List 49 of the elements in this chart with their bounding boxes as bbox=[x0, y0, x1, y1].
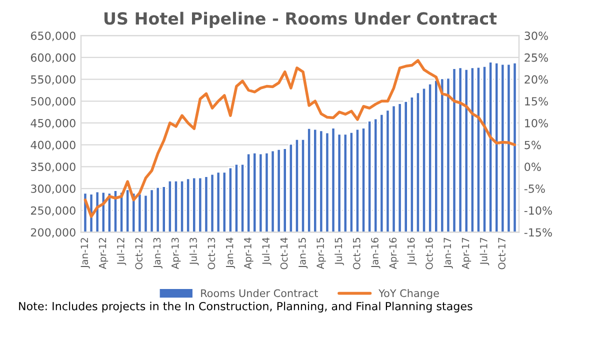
x-tick-label: Jan-14 bbox=[226, 238, 236, 268]
y2-tick-label: 25% bbox=[524, 53, 548, 62]
x-tick-label: Oct-17 bbox=[498, 238, 506, 270]
y2-tick-label: -15% bbox=[524, 228, 552, 237]
x-tick-label: Oct-12 bbox=[135, 238, 143, 270]
x-tick-label: Jul-13 bbox=[189, 238, 199, 266]
x-tick-label: Jan-15 bbox=[298, 238, 308, 268]
y2-tick-label: 15% bbox=[525, 97, 548, 106]
x-tick-label: Jul-17 bbox=[480, 238, 490, 266]
y-tick-label: 300,000 bbox=[31, 184, 76, 194]
y-tick-label: 400,000 bbox=[30, 140, 76, 150]
line-series bbox=[84, 59, 516, 218]
y-tick-label: 250,000 bbox=[31, 206, 76, 216]
x-tick-label: Jul-14 bbox=[262, 238, 272, 266]
y-tick-label: 550,000 bbox=[31, 75, 76, 85]
y2-tick-label: -10% bbox=[524, 206, 552, 215]
y-tick-label: 450,000 bbox=[30, 118, 76, 128]
y2-tick-label: 20% bbox=[524, 75, 548, 84]
x-tick-label: Apr-15 bbox=[316, 238, 326, 270]
y-tick-label: 500,000 bbox=[31, 97, 76, 107]
y-tick-label: 600,000 bbox=[30, 53, 76, 63]
text: Note: Includes projects in the In Construction, Planning, and Final Planning stages bbox=[19, 302, 472, 312]
y2-tick-label: 10% bbox=[525, 118, 548, 128]
x-tick-label: Oct-16 bbox=[426, 238, 433, 270]
x-tick-label: Oct-14 bbox=[280, 238, 288, 270]
x-tick-label: Oct-15 bbox=[352, 238, 360, 270]
legend-label: Rooms Under Contract bbox=[201, 289, 318, 298]
y-tick-label: 350,000 bbox=[31, 162, 76, 172]
x-tick-label: Oct-13 bbox=[208, 238, 216, 270]
y-tick-label: 200,000 bbox=[31, 228, 76, 238]
x-tick-label: Apr-14 bbox=[244, 238, 254, 270]
x-tick-label: Apr-17 bbox=[462, 238, 472, 270]
x-tick-label: Jan-13 bbox=[153, 238, 162, 268]
y2-tick-label: -5% bbox=[524, 184, 545, 193]
x-tick-label: Apr-13 bbox=[171, 238, 181, 270]
x-tick-label: Apr-16 bbox=[389, 238, 398, 270]
x-tick-label: Jan-16 bbox=[371, 238, 380, 268]
x-tick-label: Apr-12 bbox=[98, 238, 108, 270]
legend-label: YoY Change bbox=[378, 289, 439, 300]
chart-title: US Hotel Pipeline - Rooms Under Contract bbox=[104, 12, 497, 28]
y2-tick-label: 5% bbox=[524, 140, 541, 150]
x-tick-label: Jul-15 bbox=[334, 238, 344, 266]
x-tick-label: Jan-17 bbox=[444, 238, 453, 268]
x-tick-label: Jan-12 bbox=[80, 238, 90, 268]
y2-tick-label: 0% bbox=[524, 162, 541, 172]
x-tick-label: Jul-12 bbox=[116, 238, 126, 266]
y2-tick-label: 30% bbox=[524, 32, 548, 40]
x-tick-label: Jul-16 bbox=[407, 238, 417, 266]
y-tick-label: 650,000 bbox=[30, 32, 76, 42]
